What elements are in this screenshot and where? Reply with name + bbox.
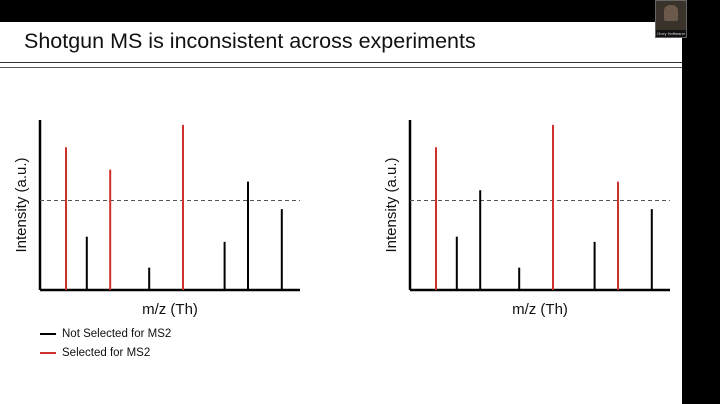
title-divider bbox=[0, 62, 682, 63]
chart-legend: Not Selected for MS2 Selected for MS2 bbox=[40, 324, 171, 362]
y-axis-label: Intensity (a.u.) bbox=[383, 157, 400, 252]
presentation-slide: Shotgun MS is inconsistent across experi… bbox=[0, 22, 682, 404]
webcam-caption: Ocey Hoffmann bbox=[656, 30, 686, 37]
y-axis-label: Intensity (a.u.) bbox=[13, 157, 30, 252]
right-black-margin bbox=[682, 22, 720, 404]
legend-label: Selected for MS2 bbox=[62, 346, 151, 359]
legend-swatch-black bbox=[40, 332, 56, 335]
legend-item-selected: Selected for MS2 bbox=[40, 343, 171, 362]
spectrum-chart-left: m/z (Th) Intensity (a.u.) m/z (Th) Intensit… bbox=[13, 120, 670, 318]
presenter-webcam-thumbnail[interactable]: Ocey Hoffmann bbox=[655, 0, 687, 38]
x-axis-label: m/z (Th) bbox=[142, 301, 198, 318]
spectrum-chart-right: m/z (Th) Intensity (a.u.) bbox=[383, 120, 670, 318]
slide-title: Shotgun MS is inconsistent across experi… bbox=[24, 29, 476, 53]
legend-item-not-selected: Not Selected for MS2 bbox=[40, 324, 171, 343]
legend-label: Not Selected for MS2 bbox=[62, 327, 172, 340]
presenter-avatar bbox=[664, 5, 678, 21]
spectrum-chart-left: m/z (Th) Intensity (a.u.) bbox=[13, 120, 300, 318]
x-axis-label: m/z (Th) bbox=[512, 301, 568, 318]
title-divider-secondary bbox=[0, 67, 682, 68]
legend-swatch-red bbox=[40, 351, 56, 354]
